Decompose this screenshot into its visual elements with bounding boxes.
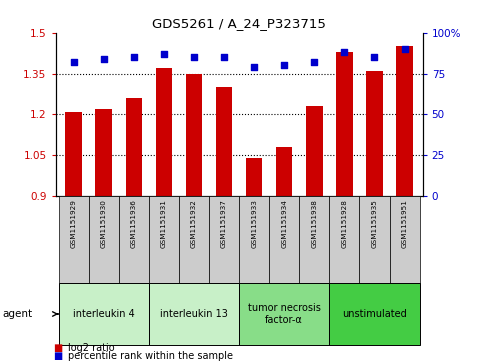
Bar bbox=[156, 68, 172, 196]
Bar bbox=[185, 73, 202, 196]
Text: GSM1151930: GSM1151930 bbox=[100, 199, 107, 248]
Bar bbox=[329, 283, 420, 345]
Text: interleukin 13: interleukin 13 bbox=[160, 309, 228, 319]
Text: percentile rank within the sample: percentile rank within the sample bbox=[68, 351, 233, 361]
Bar bbox=[239, 196, 269, 283]
Bar bbox=[58, 196, 89, 283]
Bar bbox=[89, 196, 119, 283]
Text: GSM1151932: GSM1151932 bbox=[191, 199, 197, 248]
Text: ■: ■ bbox=[53, 343, 62, 353]
Text: GSM1151937: GSM1151937 bbox=[221, 199, 227, 248]
Bar bbox=[269, 196, 299, 283]
Text: GSM1151931: GSM1151931 bbox=[161, 199, 167, 248]
Bar bbox=[126, 98, 142, 196]
Bar bbox=[149, 196, 179, 283]
Text: GSM1151936: GSM1151936 bbox=[131, 199, 137, 248]
Text: ■: ■ bbox=[53, 351, 62, 361]
Text: unstimulated: unstimulated bbox=[342, 309, 407, 319]
Text: GSM1151929: GSM1151929 bbox=[71, 199, 77, 248]
Point bbox=[250, 64, 258, 70]
Title: GDS5261 / A_24_P323715: GDS5261 / A_24_P323715 bbox=[152, 17, 326, 30]
Bar bbox=[299, 196, 329, 283]
Text: GSM1151934: GSM1151934 bbox=[281, 199, 287, 248]
Bar bbox=[216, 87, 232, 196]
Bar bbox=[209, 196, 239, 283]
Bar bbox=[246, 158, 262, 196]
Point bbox=[401, 46, 409, 52]
Bar bbox=[119, 196, 149, 283]
Bar bbox=[359, 196, 389, 283]
Text: interleukin 4: interleukin 4 bbox=[73, 309, 135, 319]
Bar bbox=[366, 71, 383, 196]
Text: GSM1151951: GSM1151951 bbox=[401, 199, 408, 248]
Point bbox=[311, 59, 318, 65]
Point bbox=[280, 62, 288, 68]
Text: log2 ratio: log2 ratio bbox=[68, 343, 114, 353]
Bar bbox=[396, 46, 413, 196]
Bar bbox=[149, 283, 239, 345]
Bar bbox=[336, 52, 353, 196]
Bar bbox=[65, 112, 82, 196]
Bar bbox=[276, 147, 293, 196]
Point bbox=[70, 59, 77, 65]
Bar bbox=[179, 196, 209, 283]
Text: GSM1151938: GSM1151938 bbox=[312, 199, 317, 248]
Point bbox=[190, 54, 198, 60]
Point bbox=[341, 49, 348, 55]
Point bbox=[160, 51, 168, 57]
Text: tumor necrosis
factor-α: tumor necrosis factor-α bbox=[248, 303, 321, 325]
Text: GSM1151933: GSM1151933 bbox=[251, 199, 257, 248]
Bar bbox=[306, 106, 323, 196]
Text: GSM1151928: GSM1151928 bbox=[341, 199, 347, 248]
Text: agent: agent bbox=[2, 309, 32, 319]
Bar bbox=[329, 196, 359, 283]
Bar bbox=[389, 196, 420, 283]
Point bbox=[130, 54, 138, 60]
Point bbox=[220, 54, 228, 60]
Bar bbox=[239, 283, 329, 345]
Point bbox=[370, 54, 378, 60]
Text: GSM1151935: GSM1151935 bbox=[371, 199, 378, 248]
Bar bbox=[96, 109, 112, 196]
Bar bbox=[58, 283, 149, 345]
Point bbox=[100, 56, 108, 62]
